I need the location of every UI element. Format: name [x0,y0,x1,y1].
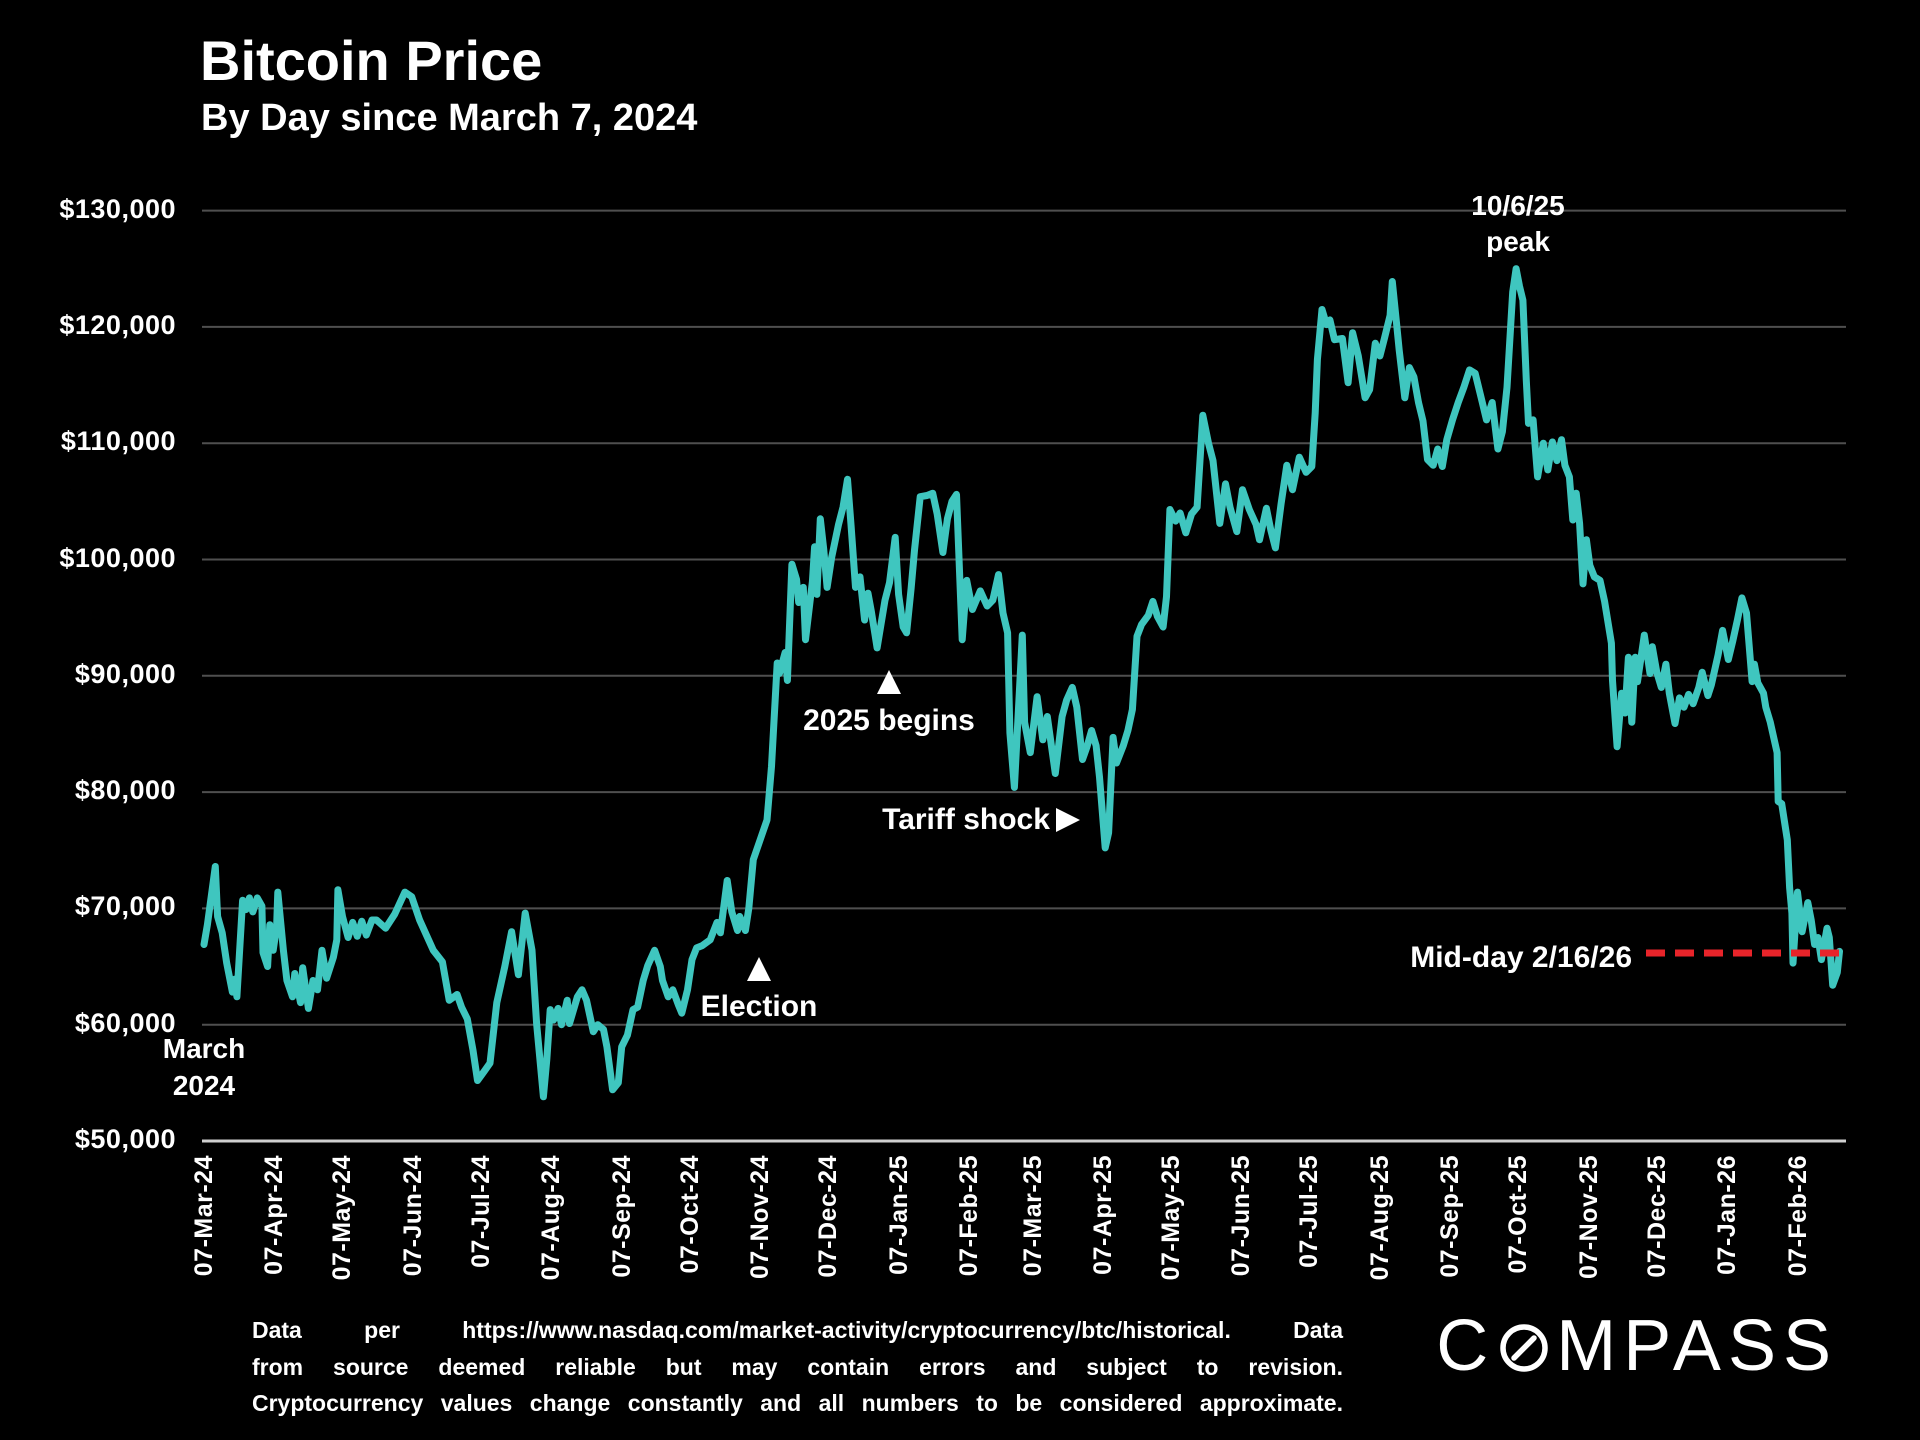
x-tick-label-07-Dec-24: 07-Dec-24 [814,1155,843,1278]
x-tick-label-07-Jul-24: 07-Jul-24 [466,1155,495,1268]
x-tick-label-07-Aug-25: 07-Aug-25 [1365,1155,1394,1281]
y-tick-label-120000: $120,000 [59,309,176,340]
peak-annotation-date: 10/6/25 [1471,190,1565,221]
x-tick-label-07-Apr-25: 07-Apr-25 [1088,1155,1117,1275]
start-month: March [162,1033,246,1064]
page-title: Bitcoin Price [200,29,543,92]
y-tick-label-80000: $80,000 [74,775,176,806]
x-tick-label-07-Jan-26: 07-Jan-26 [1713,1155,1742,1275]
compass-logo-mpass: MPASS [1556,1306,1838,1386]
disclaimer-line-2: from source deemed reliable but may cont… [252,1353,1343,1380]
compass-logo: C MPASS [1436,1310,1838,1382]
peak-annotation-word: peak [1486,226,1550,257]
x-tick-label-07-Mar-25: 07-Mar-25 [1018,1155,1047,1277]
y-tick-label-100000: $100,000 [59,542,176,573]
x-tick-label-07-Feb-26: 07-Feb-26 [1783,1155,1812,1277]
x-tick-label-07-Jan-25: 07-Jan-25 [884,1155,913,1275]
x-tick-label-07-Dec-25: 07-Dec-25 [1642,1155,1671,1278]
x-tick-label-07-Feb-25: 07-Feb-25 [954,1155,983,1277]
start-year: 2024 [172,1070,236,1101]
y-tick-label-70000: $70,000 [74,891,176,922]
tariff-shock-arrow-icon [1056,808,1080,832]
x-tick-label-07-Nov-25: 07-Nov-25 [1574,1155,1603,1279]
y-tick-label-130000: $130,000 [59,193,176,224]
x-tick-label-07-Aug-24: 07-Aug-24 [537,1155,566,1281]
bitcoin-price-line [200,265,1843,1101]
x-tick-label-07-Apr-24: 07-Apr-24 [260,1155,289,1275]
x-tick-label-07-Sep-25: 07-Sep-25 [1436,1155,1465,1278]
year-2025-marker-triangle-icon [877,670,901,694]
disclaimer-line-1: Data per https://www.nasdaq.com/market-a… [252,1317,1343,1343]
y-tick-label-60000: $60,000 [74,1007,176,1038]
page-subtitle: By Day since March 7, 2024 [201,97,698,139]
2025-begins-annotation: 2025 begins [803,704,975,737]
x-tick-label-07-Oct-24: 07-Oct-24 [675,1155,704,1274]
x-tick-label-07-Jul-25: 07-Jul-25 [1295,1155,1324,1268]
x-tick-label-07-Jun-25: 07-Jun-25 [1227,1155,1256,1277]
x-tick-label-07-Mar-24: 07-Mar-24 [190,1155,218,1277]
compass-logo-o-icon [1500,1324,1549,1372]
y-tick-label-50000: $50,000 [74,1124,176,1154]
election-marker-triangle-icon [747,957,771,981]
y-tick-label-110000: $110,000 [60,426,176,457]
x-axis-start-annotation: March 2024 [163,1030,245,1104]
y-tick-label-90000: $90,000 [74,658,176,689]
x-tick-label-07-Sep-24: 07-Sep-24 [607,1155,636,1278]
x-tick-label-07-Nov-24: 07-Nov-24 [746,1155,775,1279]
midday-annotation: Mid-day 2/16/26 [1410,941,1632,974]
x-tick-label-07-Jun-24: 07-Jun-24 [398,1155,427,1277]
disclaimer-text: Data per https://www.nasdaq.com/market-a… [252,1312,1343,1422]
x-tick-label-07-Oct-25: 07-Oct-25 [1504,1155,1533,1274]
election-annotation: Election [700,990,818,1023]
tariff-shock-annotation: Tariff shock [882,803,1050,836]
disclaimer-line-3: Cryptocurrency values change constantly … [252,1390,1343,1416]
x-tick-label-07-May-25: 07-May-25 [1157,1155,1186,1281]
x-tick-label-07-May-24: 07-May-24 [328,1155,357,1281]
compass-logo-c: C [1436,1306,1496,1386]
peak-annotation: 10/6/25 peak [1471,188,1564,260]
